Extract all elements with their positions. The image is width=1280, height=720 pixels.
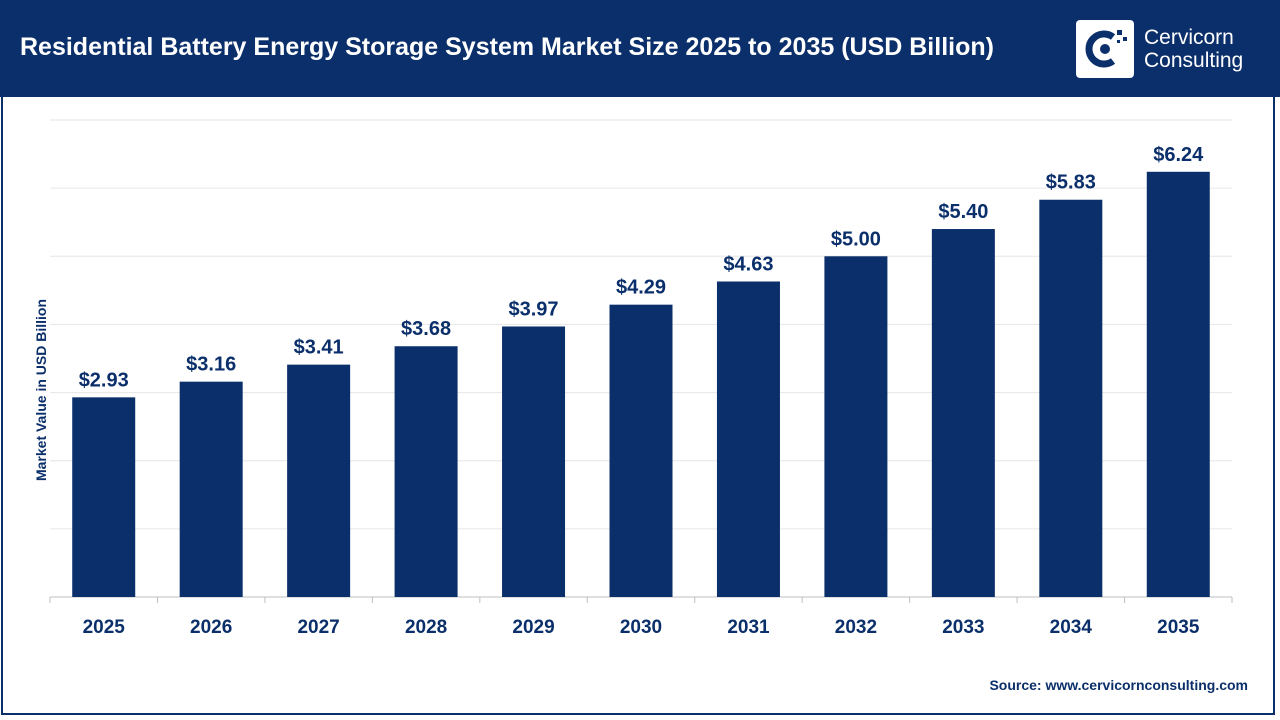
bar — [72, 397, 136, 597]
data-label: $6.24 — [1153, 144, 1204, 166]
logo-mark-icon — [1076, 20, 1134, 78]
data-label: $3.41 — [294, 337, 344, 359]
bar — [179, 381, 243, 597]
bar — [394, 346, 458, 597]
data-label: $2.93 — [79, 369, 129, 391]
x-tick-label: 2026 — [190, 617, 232, 638]
bar — [287, 364, 351, 597]
data-label: $3.68 — [401, 318, 451, 340]
x-tick-label: 2028 — [405, 617, 447, 638]
x-tick-label: 2030 — [620, 617, 662, 638]
data-label: $5.00 — [831, 228, 881, 250]
x-tick-label: 2031 — [727, 617, 770, 638]
x-tick-label: 2034 — [1050, 617, 1093, 638]
x-tick-label: 2032 — [835, 617, 877, 638]
company-logo: Cervicorn Consulting — [1076, 20, 1266, 78]
bar — [502, 326, 566, 597]
data-label: $3.16 — [186, 354, 236, 376]
logo-wordmark: Cervicorn Consulting — [1144, 26, 1243, 72]
source-note: Source: www.cervicornconsulting.com — [989, 677, 1248, 693]
data-label: $4.29 — [616, 277, 666, 299]
x-tick-label: 2027 — [297, 617, 339, 638]
bar — [1039, 199, 1103, 597]
bar — [609, 304, 673, 597]
data-label: $5.40 — [938, 201, 988, 223]
logo-line-1: Cervicorn — [1144, 26, 1234, 49]
bar — [931, 229, 995, 597]
header-bar: Residential Battery Energy Storage Syste… — [0, 0, 1280, 97]
x-tick-label: 2035 — [1157, 617, 1200, 638]
bar — [824, 256, 888, 597]
x-tick-label: 2029 — [512, 617, 554, 638]
logo-line-2: Consulting — [1144, 49, 1244, 72]
data-label: $4.63 — [723, 253, 773, 275]
bar — [1146, 171, 1210, 597]
chart-title: Residential Battery Energy Storage Syste… — [20, 33, 994, 61]
data-label: $3.97 — [509, 298, 559, 320]
x-tick-label: 2025 — [83, 617, 126, 638]
bar — [716, 281, 780, 597]
data-label: $5.83 — [1046, 172, 1096, 194]
x-tick-label: 2033 — [942, 617, 984, 638]
